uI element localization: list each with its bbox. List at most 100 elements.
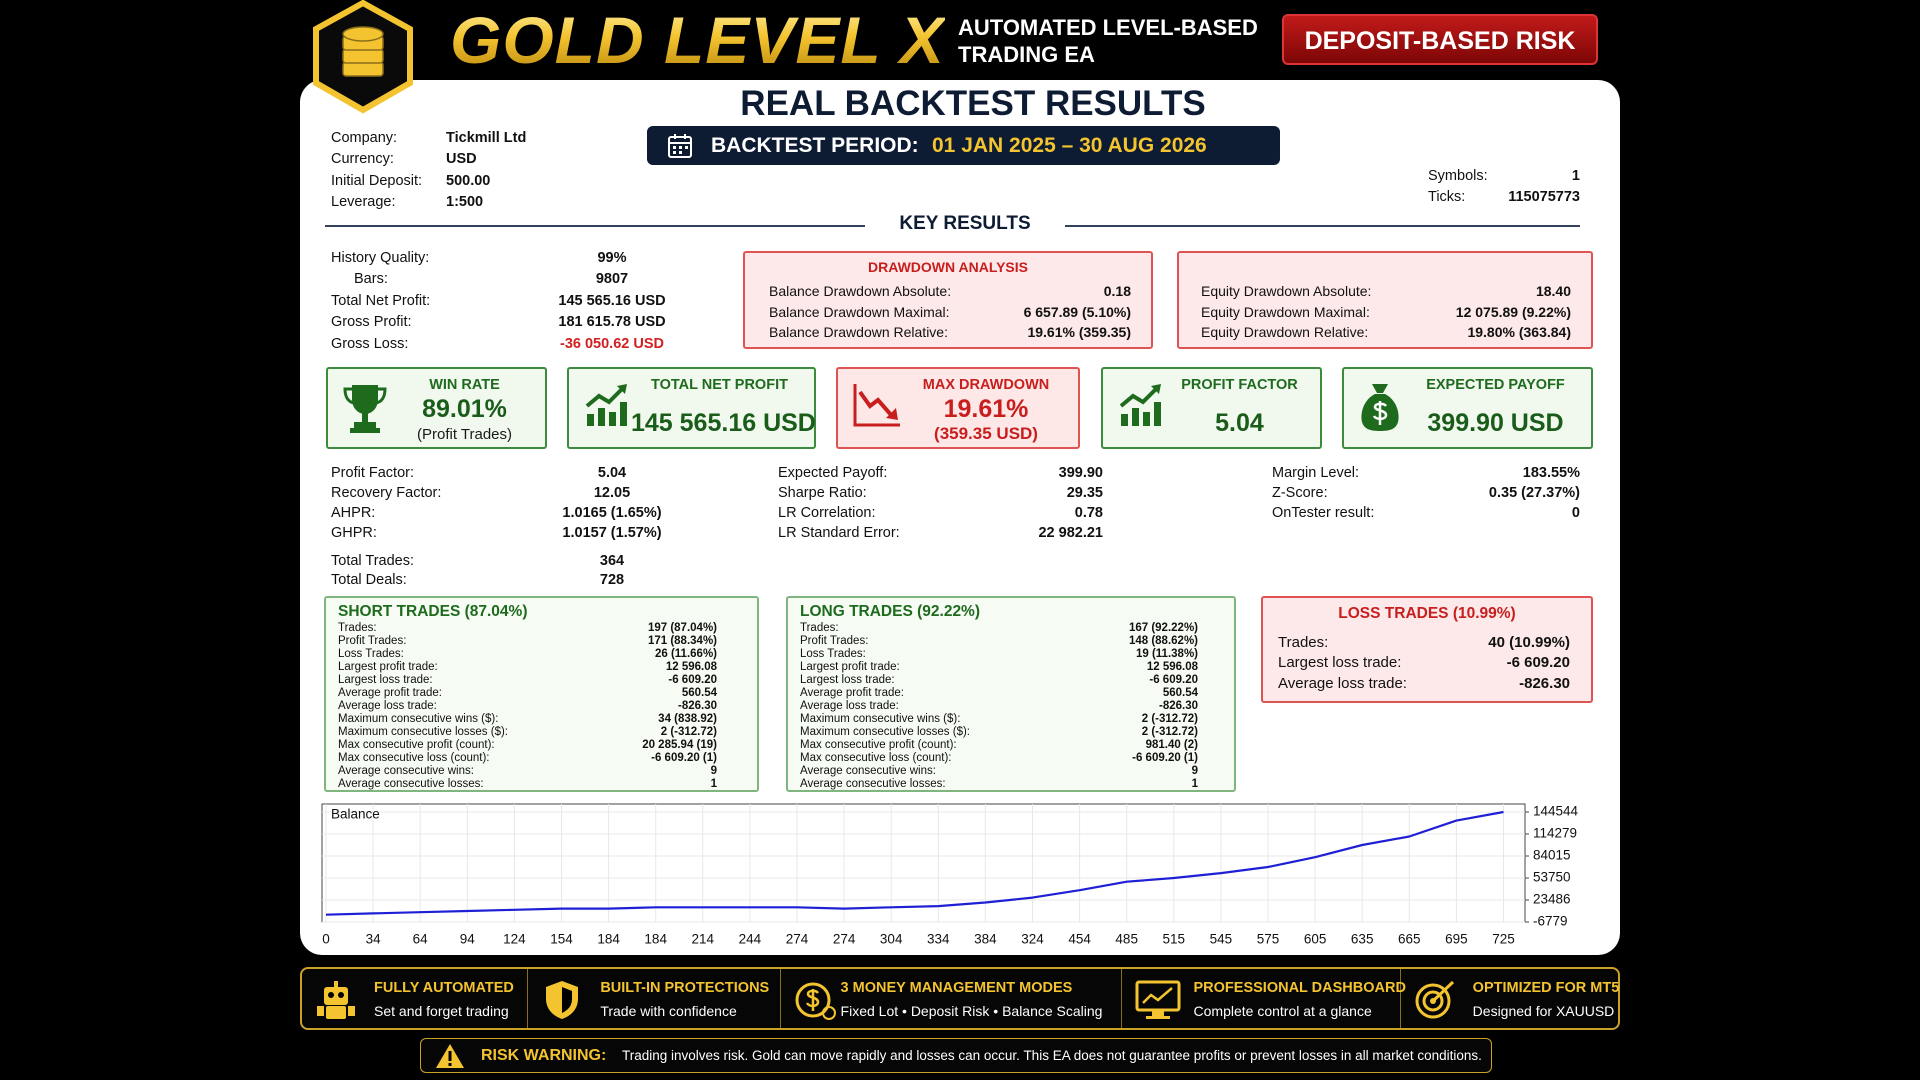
feature-icon	[1415, 980, 1454, 1019]
trade-stat-label: Loss Trades:	[338, 647, 404, 660]
card-title: WIN RATE	[429, 377, 500, 393]
x-tick-label: 154	[550, 932, 573, 947]
feature-bar: FULLY AUTOMATED Set and forget trading BUI…	[300, 967, 1620, 1030]
x-tick-label: 184	[644, 932, 667, 947]
trade-stat-value: 9	[1191, 764, 1198, 777]
trade-stat-value: 197 (87.04%)	[647, 621, 717, 634]
x-tick-label: 575	[1257, 932, 1280, 947]
trade-stat-value: 2 (-312.72)	[660, 725, 717, 738]
trade-stat-value: 2 (-312.72)	[1141, 712, 1198, 725]
feature: PROFESSIONAL DASHBOARD Complete control a…	[1122, 969, 1406, 1028]
trade-stat-value: 40 (10.99%)	[1488, 633, 1570, 651]
stats-column: Expected Payoff: 399.90 Sharpe Ratio: 29.35…	[778, 463, 1103, 543]
card-title: MAX DRAWDOWN	[922, 377, 1050, 393]
subtitle-line: TRADING EA	[958, 42, 1095, 67]
stat-row: AHPR: 1.0165 (1.65%)	[331, 503, 713, 523]
y-tick-label: 53750	[1533, 870, 1571, 885]
drawdown-label: Equity Drawdown Absolute:	[1201, 283, 1372, 300]
x-tick-label: 64	[413, 932, 429, 947]
feature: FULLY AUTOMATED Set and forget trading	[302, 969, 529, 1028]
feature-icon	[1135, 980, 1181, 1019]
trade-stat-row: Max consecutive loss (count): -6 609.20 (…	[800, 751, 1198, 764]
trade-stat-row: Average consecutive losses: 1	[800, 777, 1198, 790]
x-tick-label: 34	[366, 932, 382, 947]
trade-stat-label: Profit Trades:	[338, 634, 407, 647]
card-note: (Profit Trades)	[416, 426, 513, 443]
backtest-period: BACKTEST PERIOD: 01 JAN 2025 – 30 AUG 20…	[647, 126, 1280, 165]
trade-stat-label: Maximum consecutive wins ($):	[338, 712, 499, 725]
history-value: 9807	[595, 271, 629, 288]
card-note: (359.35 USD)	[934, 424, 1038, 443]
trade-stat-label: Largest loss trade:	[338, 673, 433, 686]
trade-stat-value: 9	[710, 764, 717, 777]
feature: BUILT-IN PROTECTIONS Trade with confidenc…	[528, 969, 781, 1028]
card-icon	[1119, 384, 1161, 426]
drawdown-row: Equity Drawdown Absolute: 18.40	[1201, 281, 1571, 302]
trade-stat-label: Largest profit trade:	[800, 660, 900, 673]
history-row: Total Net Profit: 145 565.16 USD	[331, 290, 713, 312]
card-title: PROFIT FACTOR	[1181, 377, 1298, 393]
trade-stat-row: Trades: 40 (10.99%)	[1278, 632, 1570, 653]
trade-stat-value: 20 285.94 (19)	[642, 738, 717, 751]
trade-stat-label: Maximum consecutive wins ($):	[800, 712, 961, 725]
stats-column: Profit Factor: 5.04 Recovery Factor: 12.05 A…	[331, 463, 713, 543]
feature-icon	[546, 981, 579, 1019]
history-label: Total Net Profit:	[331, 292, 431, 309]
history-label: Gross Profit:	[331, 314, 412, 331]
x-tick-label: 184	[597, 932, 620, 947]
x-tick-label: 384	[974, 932, 997, 947]
feature-title: PROFESSIONAL DASHBOARD	[1193, 980, 1406, 996]
stat-row: Expected Payoff: 399.90	[778, 463, 1103, 483]
symbol-value: 115075773	[1508, 189, 1580, 206]
history-label: Gross Loss:	[331, 335, 409, 352]
box-title: LONG TRADES (92.22%)	[800, 603, 981, 620]
balance-drawdown: Balance Drawdown Absolute: 0.18 Balance Dr…	[769, 281, 1131, 343]
feature-icon	[795, 982, 836, 1020]
trade-stat-value: 560.54	[681, 686, 717, 699]
history-value: 99%	[597, 249, 627, 266]
trade-stat-value: 171 (88.34%)	[647, 634, 717, 647]
trade-stat-row: Max consecutive loss (count): -6 609.20 (…	[338, 751, 717, 764]
account-label: Company:	[331, 129, 398, 146]
long-trades-box: LONG TRADES (92.22%) Trades: 167 (92.22%)…	[786, 596, 1236, 792]
feature-title: BUILT-IN PROTECTIONS	[600, 980, 770, 996]
drawdown-value: 18.40	[1535, 283, 1571, 300]
feature: OPTIMIZED FOR MT5 Designed for XAUUSD	[1401, 969, 1619, 1028]
trade-stat-row: Average loss trade: -826.30	[338, 699, 717, 712]
history-row: Gross Profit: 181 615.78 USD	[331, 312, 713, 334]
history-row: History Quality: 99%	[331, 247, 713, 269]
drawdown-value: 6 657.89 (5.10%)	[1023, 303, 1131, 320]
stat-row: LR Correlation: 0.78	[778, 503, 1103, 523]
metric-card: PROFIT FACTOR 5.04	[1101, 367, 1322, 449]
x-tick-label: 124	[503, 932, 526, 947]
trade-stat-value: 981.40 (2)	[1145, 738, 1198, 751]
account-value: Tickmill Ltd	[446, 129, 527, 146]
section-title: KEY RESULTS	[865, 213, 1065, 235]
stat-row: LR Standard Error: 22 982.21	[778, 523, 1103, 543]
account-value: 1:500	[446, 194, 484, 211]
trade-stat-row: Average profit trade: 560.54	[338, 686, 717, 699]
symbol-label: Symbols:	[1428, 167, 1488, 184]
account-label: Currency:	[331, 151, 394, 168]
stat-value: 29.35	[1066, 485, 1103, 501]
box-title: SHORT TRADES (87.04%)	[338, 603, 528, 620]
trade-stat-label: Average loss trade:	[800, 699, 899, 712]
period-value: 01 JAN 2025 – 30 AUG 2026	[932, 134, 1207, 157]
x-tick-label: 485	[1115, 932, 1138, 947]
total-value: 364	[599, 552, 625, 569]
account-value: 500.00	[446, 172, 491, 189]
account-value: USD	[446, 151, 477, 168]
trade-stat-label: Trades:	[338, 621, 377, 634]
stat-label: Sharpe Ratio:	[778, 485, 867, 501]
stat-label: LR Standard Error:	[778, 525, 900, 541]
y-tick-label: 84015	[1533, 848, 1571, 863]
stat-value: 0	[1571, 505, 1580, 521]
history-value: 145 565.16 USD	[558, 292, 666, 309]
card-value: 5.04	[1215, 409, 1264, 437]
trade-stat-row: Average loss trade: -826.30	[800, 699, 1198, 712]
risk-warning: RISK WARNING: Trading involves risk. Gol…	[420, 1038, 1492, 1073]
trade-stat-label: Max consecutive profit (count):	[338, 738, 495, 751]
drawdown-label: Balance Drawdown Relative:	[769, 324, 948, 341]
